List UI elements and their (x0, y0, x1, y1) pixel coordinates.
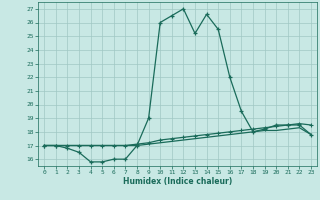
X-axis label: Humidex (Indice chaleur): Humidex (Indice chaleur) (123, 177, 232, 186)
